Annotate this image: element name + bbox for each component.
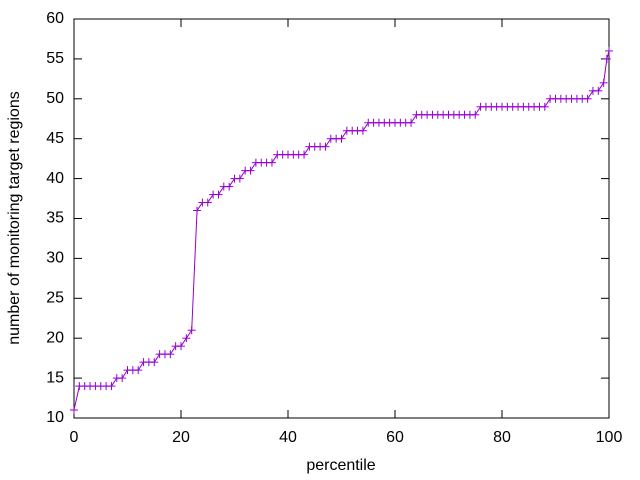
x-tick-label: 40 bbox=[279, 429, 297, 446]
x-axis-label: percentile bbox=[306, 457, 375, 474]
x-tick-label: 100 bbox=[596, 429, 623, 446]
x-tick-label: 80 bbox=[493, 429, 511, 446]
y-tick-label: 30 bbox=[46, 250, 64, 267]
y-tick-label: 35 bbox=[46, 210, 64, 227]
point-marker bbox=[107, 382, 116, 391]
point-marker bbox=[605, 46, 613, 55]
point-marker bbox=[203, 198, 212, 207]
point-marker bbox=[602, 54, 611, 63]
point-marker bbox=[246, 166, 255, 175]
point-marker bbox=[182, 334, 191, 343]
y-tick-label: 20 bbox=[46, 329, 64, 346]
y-tick-label: 15 bbox=[46, 369, 64, 386]
x-tick-label: 0 bbox=[70, 429, 79, 446]
point-marker bbox=[267, 158, 276, 167]
point-marker bbox=[358, 126, 367, 135]
y-tick-label: 25 bbox=[46, 290, 64, 307]
y-tick-label: 60 bbox=[46, 10, 64, 27]
x-tick-label: 60 bbox=[386, 429, 404, 446]
point-marker bbox=[134, 366, 143, 375]
point-marker bbox=[166, 350, 175, 359]
y-tick-label: 55 bbox=[46, 50, 64, 67]
point-marker bbox=[594, 86, 603, 95]
point-marker bbox=[321, 142, 330, 151]
x-tick-label: 20 bbox=[172, 429, 190, 446]
y-tick-label: 10 bbox=[46, 409, 64, 426]
point-marker bbox=[235, 174, 244, 183]
point-marker bbox=[214, 190, 223, 199]
point-marker bbox=[471, 110, 480, 119]
point-marker bbox=[118, 374, 127, 383]
point-marker bbox=[407, 118, 416, 127]
point-marker bbox=[540, 102, 549, 111]
point-marker bbox=[337, 134, 346, 143]
y-axis-label: number of monitoring target regions bbox=[6, 91, 23, 344]
point-marker bbox=[187, 326, 196, 335]
point-marker bbox=[583, 94, 592, 103]
point-marker bbox=[150, 358, 159, 367]
point-marker bbox=[225, 182, 234, 191]
point-marker bbox=[300, 150, 309, 159]
y-tick-label: 50 bbox=[46, 90, 64, 107]
point-marker bbox=[599, 78, 608, 87]
point-marker bbox=[70, 406, 78, 415]
y-tick-label: 40 bbox=[46, 170, 64, 187]
y-tick-label: 45 bbox=[46, 130, 64, 147]
point-marker bbox=[177, 342, 185, 351]
point-marker bbox=[193, 206, 202, 215]
